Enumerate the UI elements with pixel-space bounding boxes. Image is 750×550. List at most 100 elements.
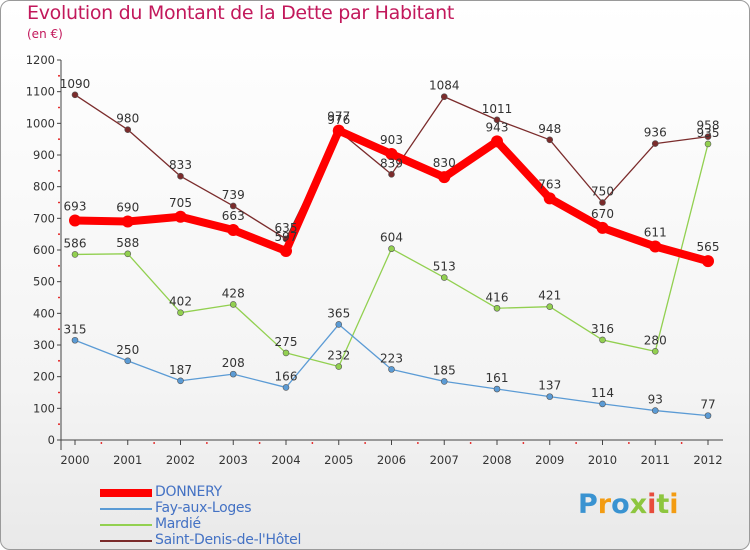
- data-point: [651, 407, 659, 414]
- y-tick-label: 300: [33, 338, 55, 352]
- y-tick-label: 800: [33, 180, 55, 194]
- legend: DONNERY Fay-aux-Loges Mardié Saint-Denis-de…: [100, 484, 400, 549]
- data-label: 421: [538, 289, 561, 303]
- data-point: [177, 377, 184, 385]
- data-label: 611: [644, 226, 667, 240]
- y-minor-tick: [58, 138, 60, 141]
- logo-letter: x: [629, 489, 648, 520]
- y-minor-tick: [58, 106, 60, 109]
- logo-letter: i: [669, 489, 679, 520]
- data-label: 604: [380, 231, 403, 245]
- data-label: 739: [222, 188, 245, 202]
- data-label: 365: [327, 306, 350, 320]
- data-point: [440, 274, 448, 281]
- x-minor-tick: [627, 442, 630, 444]
- data-label: 763: [538, 177, 561, 191]
- data-point: [335, 363, 343, 370]
- logo-letter: P: [578, 489, 598, 520]
- data-label: 280: [644, 333, 667, 347]
- y-minor-tick: [58, 169, 60, 172]
- data-label: 428: [222, 286, 245, 300]
- y-tick-label: 700: [33, 211, 55, 225]
- data-label: 976: [327, 113, 350, 127]
- data-point: [124, 357, 132, 365]
- data-point: [438, 171, 451, 184]
- data-label: 977: [327, 110, 350, 124]
- data-label: 315: [64, 322, 87, 336]
- data-point: [704, 140, 712, 148]
- data-point: [493, 385, 501, 393]
- data-point: [649, 240, 662, 253]
- data-point: [546, 136, 554, 144]
- y-tick-label: 0: [48, 433, 55, 447]
- legend-item: Mardié: [100, 516, 400, 533]
- proxiti-logo: Proxiti: [578, 489, 679, 520]
- data-point: [704, 412, 712, 419]
- data-label: 416: [486, 290, 509, 304]
- data-label: 77: [700, 398, 715, 412]
- y-tick-label: 500: [33, 275, 55, 289]
- x-minor-tick: [100, 442, 103, 444]
- data-label: 903: [380, 133, 403, 147]
- data-point: [174, 210, 187, 223]
- data-label: 223: [380, 351, 403, 365]
- data-point: [493, 304, 501, 312]
- data-point: [121, 215, 134, 228]
- data-label: 693: [64, 200, 87, 214]
- data-point: [599, 199, 606, 206]
- legend-label: Mardié: [155, 516, 201, 532]
- x-tick-label: 2005: [324, 453, 353, 467]
- data-label: 635: [275, 221, 298, 235]
- data-label: 935: [697, 126, 720, 140]
- data-point: [71, 336, 79, 344]
- data-label: 114: [591, 386, 614, 400]
- data-point: [543, 192, 556, 205]
- data-label: 586: [64, 236, 87, 250]
- x-minor-tick: [258, 442, 261, 444]
- y-tick-label: 1100: [26, 85, 55, 99]
- data-label: 830: [433, 156, 456, 170]
- legend-label: Fay-aux-Loges: [155, 500, 252, 516]
- data-point: [229, 301, 237, 308]
- y-tick-label: 400: [33, 306, 55, 320]
- x-minor-tick: [575, 442, 578, 444]
- data-label: 93: [648, 393, 663, 407]
- y-minor-tick: [58, 233, 60, 236]
- data-point: [227, 224, 240, 237]
- x-minor-tick: [469, 442, 472, 444]
- data-label: 316: [591, 322, 614, 336]
- data-label: 588: [116, 236, 139, 250]
- data-point: [280, 244, 292, 257]
- logo-letter: r: [597, 489, 612, 520]
- data-point: [596, 221, 609, 234]
- y-minor-tick: [58, 359, 60, 362]
- x-minor-tick: [364, 442, 367, 444]
- data-label: 275: [275, 335, 298, 349]
- data-point: [651, 348, 659, 355]
- x-tick-label: 2010: [588, 453, 617, 467]
- data-label: 597: [275, 230, 298, 244]
- legend-item: DONNERY: [100, 484, 400, 501]
- logo-letter: i: [647, 489, 657, 520]
- x-minor-tick: [311, 442, 314, 444]
- y-minor-tick: [58, 74, 60, 77]
- data-label: 166: [275, 369, 298, 383]
- legend-item: Fay-aux-Loges: [100, 500, 400, 517]
- series-fay-aux-loges: [71, 321, 712, 419]
- data-point: [704, 133, 712, 140]
- data-point: [69, 214, 81, 227]
- legend-swatch: [100, 540, 152, 542]
- data-label: 232: [327, 349, 350, 363]
- data-point: [71, 251, 79, 258]
- data-label: 670: [591, 207, 614, 221]
- data-label: 750: [591, 185, 614, 199]
- x-tick-label: 2008: [482, 453, 511, 467]
- data-label: 663: [222, 209, 245, 223]
- data-point: [599, 336, 606, 344]
- data-point: [651, 140, 659, 147]
- data-point: [388, 366, 395, 373]
- data-point: [124, 126, 132, 133]
- legend-swatch: [100, 508, 152, 510]
- data-point: [440, 93, 448, 101]
